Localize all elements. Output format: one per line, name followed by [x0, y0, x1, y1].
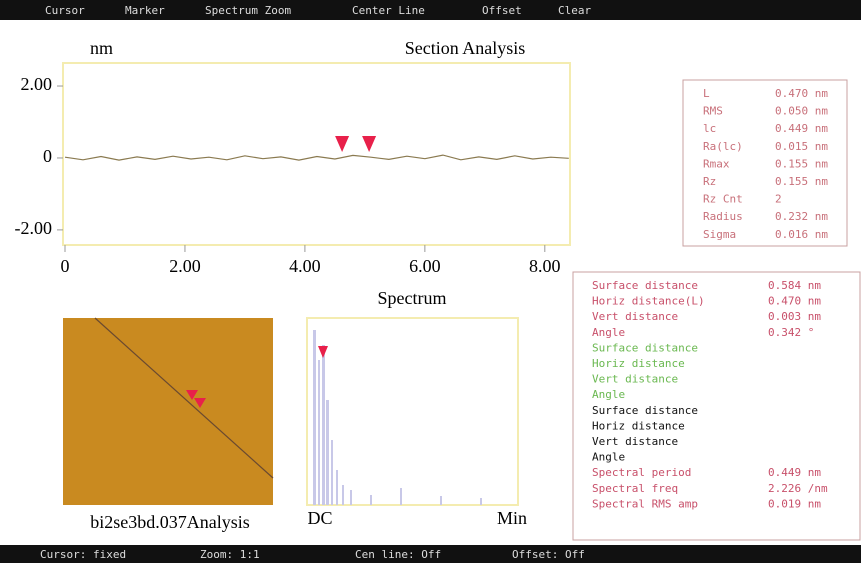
- stat-label: L: [703, 87, 710, 100]
- measure-label: Vert distance: [592, 373, 678, 386]
- section-marker: [362, 136, 376, 152]
- measure-label: Angle: [592, 388, 625, 401]
- measure-label: Spectral period: [592, 466, 691, 479]
- stat-label: Rmax: [703, 157, 730, 170]
- image-caption: bi2se3bd.037Analysis: [90, 512, 250, 532]
- y-tick-label: -2.00: [15, 218, 53, 238]
- y-tick-label: 0: [43, 146, 52, 166]
- stat-label: Sigma: [703, 228, 736, 241]
- section-title: Section Analysis: [405, 38, 526, 58]
- measure-label: Surface distance: [592, 341, 698, 354]
- measure-value: 0.584 nm: [768, 279, 821, 292]
- measure-label: Spectral RMS amp: [592, 497, 698, 510]
- stat-value: 2: [775, 193, 782, 206]
- measure-label: Vert distance: [592, 310, 678, 323]
- unit-label: nm: [90, 38, 113, 58]
- stat-value: 0.470 nm: [775, 87, 828, 100]
- measure-label: Surface distance: [592, 279, 698, 292]
- image-thumbnail: [63, 318, 273, 505]
- stat-value: 0.050 nm: [775, 105, 828, 118]
- menu-item[interactable]: Center Line: [352, 4, 425, 17]
- measure-label: Angle: [592, 326, 625, 339]
- spectrum-marker: [318, 346, 328, 358]
- menu-item[interactable]: Cursor: [45, 4, 85, 17]
- spectrum-title: Spectrum: [378, 288, 447, 308]
- stat-value: 0.015 nm: [775, 140, 828, 153]
- x-tick-label: 8.00: [529, 256, 561, 276]
- menu-item[interactable]: Marker: [125, 4, 165, 17]
- stat-value: 0.155 nm: [775, 175, 828, 188]
- measure-value: 0.003 nm: [768, 310, 821, 323]
- menu-item[interactable]: Offset: [482, 4, 522, 17]
- stat-value: 0.155 nm: [775, 157, 828, 170]
- x-tick-label: 2.00: [169, 256, 201, 276]
- measure-label: Vert distance: [592, 435, 678, 448]
- measure-label: Horiz distance: [592, 357, 685, 370]
- spectrum-frame: [307, 318, 518, 505]
- stat-label: Ra(lc): [703, 140, 743, 153]
- measure-value: 0.470 nm: [768, 295, 821, 308]
- section-marker: [335, 136, 349, 152]
- stat-value: 0.232 nm: [775, 210, 828, 223]
- measure-label: Angle: [592, 451, 625, 464]
- stat-value: 0.016 nm: [775, 228, 828, 241]
- status-item: Cursor: fixed: [40, 548, 126, 561]
- x-tick-label: 6.00: [409, 256, 441, 276]
- stat-label: Radius: [703, 210, 743, 223]
- y-tick-label: 2.00: [21, 74, 53, 94]
- stat-label: Rz Cnt: [703, 193, 743, 206]
- screen: nm Section Analysis bi2se3bd.037Analysis…: [0, 0, 861, 563]
- stat-label: RMS: [703, 105, 723, 118]
- profile-line: [65, 155, 569, 160]
- measure-value: 0.342 °: [768, 326, 814, 339]
- x-tick-label: 0: [61, 256, 70, 276]
- status-item: Zoom: 1:1: [200, 548, 260, 561]
- status-item: Offset: Off: [512, 548, 585, 561]
- spectrum-min: Min: [497, 508, 527, 528]
- stat-label: Rz: [703, 175, 716, 188]
- x-tick-label: 4.00: [289, 256, 321, 276]
- spectrum-bars: [313, 330, 482, 505]
- measure-value: 0.449 nm: [768, 466, 821, 479]
- stat-value: 0.449 nm: [775, 122, 828, 135]
- stat-label: lc: [703, 122, 716, 135]
- measure-label: Horiz distance(L): [592, 295, 705, 308]
- section-frame: [63, 63, 570, 245]
- menu-item[interactable]: Clear: [558, 4, 591, 17]
- measure-label: Spectral freq: [592, 482, 678, 495]
- spectrum-dc: DC: [307, 508, 332, 528]
- measure-value: 0.019 nm: [768, 497, 821, 510]
- measure-label: Horiz distance: [592, 419, 685, 432]
- measure-label: Surface distance: [592, 404, 698, 417]
- status-item: Cen line: Off: [355, 548, 441, 561]
- menu-item[interactable]: Spectrum Zoom: [205, 4, 291, 17]
- measure-value: 2.226 /nm: [768, 482, 828, 495]
